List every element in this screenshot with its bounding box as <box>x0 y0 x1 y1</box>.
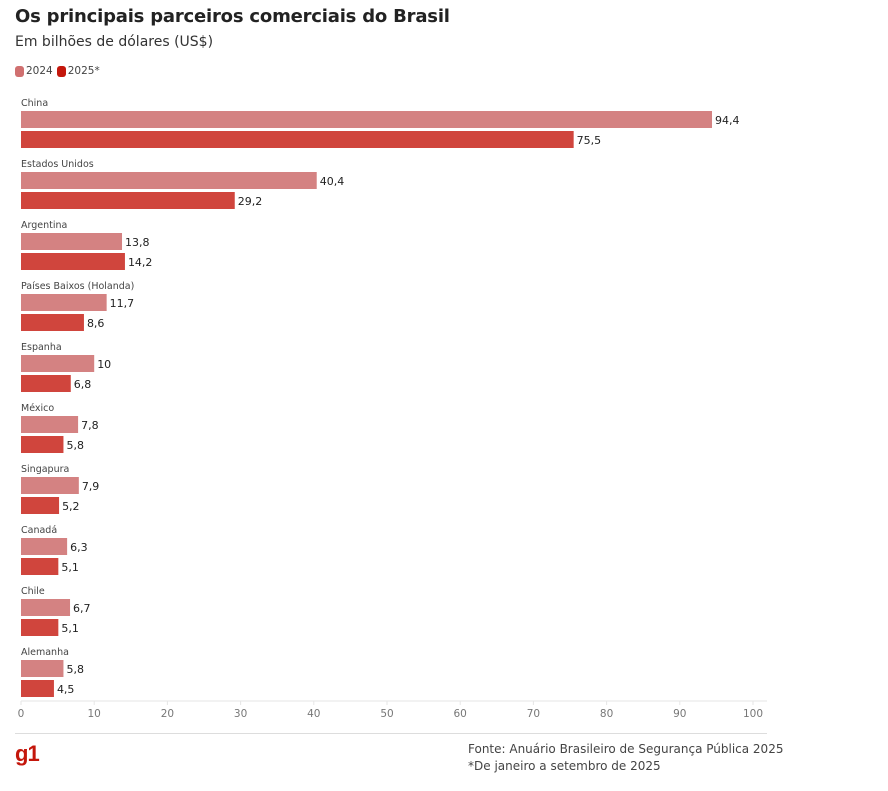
data-label-canada-2024: 6,3 <box>70 541 88 554</box>
data-label-chile-2025: 5,1 <box>61 622 79 635</box>
legend-label-2024: 2024 <box>26 65 53 77</box>
source-text: Fonte: Anuário Brasileiro de Segurança P… <box>468 742 784 756</box>
footer-divider <box>15 733 767 734</box>
data-label-estados-unidos-2024: 40,4 <box>320 175 345 188</box>
bar-mexico-2024[interactable] <box>21 416 79 433</box>
data-label-espanha-2024: 10 <box>97 358 111 371</box>
bar-alemanha-2024[interactable] <box>21 660 64 677</box>
data-label-argentina-2024: 13,8 <box>125 236 149 249</box>
data-label-canada-2025: 5,1 <box>61 561 79 574</box>
bar-estados-unidos-2025[interactable] <box>21 192 235 209</box>
category-label-singapura: Singapura <box>21 464 69 475</box>
x-tick-label-60: 60 <box>454 708 467 720</box>
bar-canada-2024[interactable] <box>21 538 68 555</box>
x-tick-label-50: 50 <box>380 708 393 720</box>
legend-swatch-2024 <box>15 65 24 77</box>
x-tick-label-10: 10 <box>88 708 101 720</box>
data-label-paises-baixos-holanda-2024: 11,7 <box>110 297 135 310</box>
legend-item-2025[interactable]: 2025* <box>56 65 100 77</box>
bar-canada-2025[interactable] <box>21 558 59 575</box>
bar-mexico-2025[interactable] <box>21 436 64 453</box>
data-label-alemanha-2025: 4,5 <box>57 683 75 696</box>
category-label-chile: Chile <box>21 586 45 597</box>
category-label-mexico: México <box>21 403 54 414</box>
bar-singapura-2025[interactable] <box>21 497 60 514</box>
data-label-mexico-2024: 7,8 <box>81 419 99 432</box>
data-label-singapura-2024: 7,9 <box>82 480 100 493</box>
data-label-espanha-2025: 6,8 <box>74 378 92 391</box>
legend-swatch-2025 <box>56 65 66 77</box>
x-tick-label-0: 0 <box>18 708 25 720</box>
data-label-paises-baixos-holanda-2025: 8,6 <box>87 317 105 330</box>
bar-china-2024[interactable] <box>21 111 713 128</box>
bar-singapura-2024[interactable] <box>21 477 79 494</box>
bar-estados-unidos-2024[interactable] <box>21 172 317 189</box>
bar-paises-baixos-holanda-2025[interactable] <box>21 314 84 331</box>
data-label-argentina-2025: 14,2 <box>128 256 153 269</box>
source-note: Fonte: Anuário Brasileiro de Segurança P… <box>468 741 783 775</box>
data-label-mexico-2025: 5,8 <box>66 439 84 452</box>
x-tick-label-90: 90 <box>673 708 686 720</box>
category-label-alemanha: Alemanha <box>21 647 69 658</box>
x-tick-label-70: 70 <box>527 708 540 720</box>
x-tick-label-20: 20 <box>161 708 174 720</box>
data-label-china-2024: 94,4 <box>715 114 740 127</box>
bar-china-2025[interactable] <box>21 131 574 148</box>
data-label-alemanha-2024: 5,8 <box>66 663 84 676</box>
x-tick-label-30: 30 <box>234 708 247 720</box>
category-label-canada: Canadá <box>21 525 57 536</box>
x-tick-label-40: 40 <box>307 708 320 720</box>
bar-espanha-2024[interactable] <box>21 355 95 372</box>
bar-alemanha-2025[interactable] <box>21 680 54 697</box>
category-label-china: China <box>21 98 48 109</box>
chart-title: Os principais parceiros comerciais do Br… <box>15 6 450 27</box>
bar-espanha-2025[interactable] <box>21 375 71 392</box>
legend-label-2025: 2025* <box>67 65 100 77</box>
bar-argentina-2025[interactable] <box>21 253 125 270</box>
footnote-text: *De janeiro a setembro de 2025 <box>468 759 661 773</box>
data-label-china-2025: 75,5 <box>577 134 602 147</box>
data-label-chile-2024: 6,7 <box>73 602 91 615</box>
data-label-estados-unidos-2025: 29,2 <box>238 195 263 208</box>
category-label-argentina: Argentina <box>21 220 67 231</box>
category-label-espanha: Espanha <box>21 342 62 353</box>
bar-argentina-2024[interactable] <box>21 233 123 250</box>
x-tick-label-100: 100 <box>743 708 763 720</box>
chart-subtitle: Em bilhões de dólares (US$) <box>15 34 214 50</box>
bar-chile-2025[interactable] <box>21 619 59 636</box>
data-label-singapura-2025: 5,2 <box>62 500 79 513</box>
category-label-paises-baixos-holanda: Países Baixos (Holanda) <box>21 281 134 292</box>
g1-logo[interactable]: g1 <box>15 741 40 766</box>
category-label-estados-unidos: Estados Unidos <box>21 159 94 170</box>
legend: 2024 2025* <box>15 65 104 77</box>
x-tick-label-80: 80 <box>600 708 613 720</box>
legend-item-2024[interactable]: 2024 <box>15 65 53 77</box>
bar-paises-baixos-holanda-2024[interactable] <box>21 294 107 311</box>
bar-chile-2024[interactable] <box>21 599 71 616</box>
